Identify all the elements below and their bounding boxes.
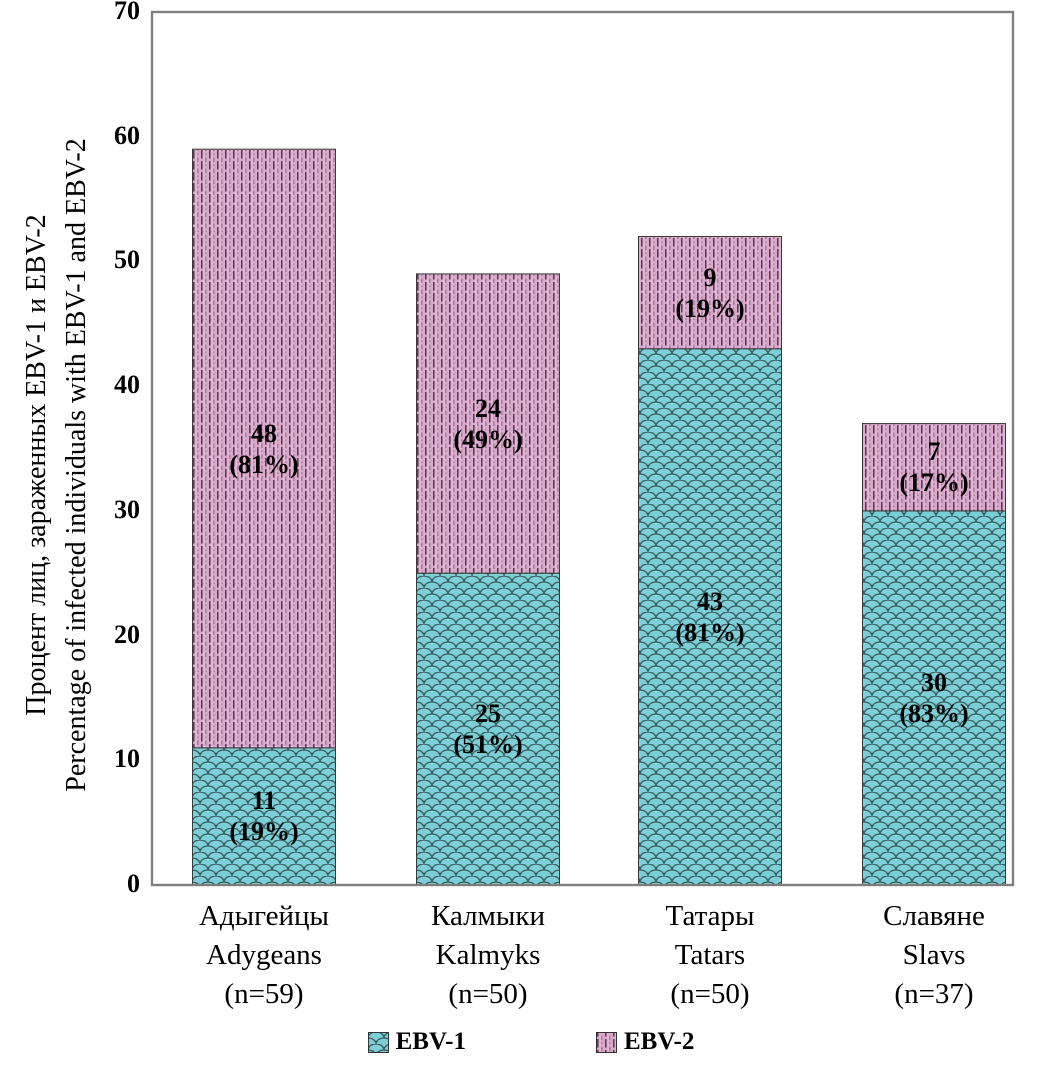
legend-item-ebv1: EBV-1 — [367, 1028, 466, 1056]
x-category-label: Адыгейцы Adygeans (n=59) — [198, 900, 330, 1010]
bar-segment-label: 24 (49%) — [453, 393, 523, 454]
y-tick-label: 40 — [114, 369, 140, 399]
x-category-label: Калмыки Kalmyks (n=50) — [430, 900, 545, 1010]
bars-layer — [192, 148, 1006, 886]
bar-segment-label: 25 (51%) — [453, 699, 523, 760]
y-tick-label: 60 — [114, 120, 140, 150]
x-category-label: Славяне Slavs (n=37) — [883, 900, 985, 1010]
y-axis-title-russian: Процент лиц, зараженных EBV-1 и EBV-2 — [21, 214, 52, 716]
legend-label-ebv2: EBV-2 — [624, 1028, 695, 1055]
y-tick-label: 50 — [114, 245, 140, 275]
bar-segment-label: 11 (19%) — [229, 786, 299, 847]
y-tick-label: 20 — [114, 619, 140, 649]
bar-segment-ebv-2-3 — [638, 235, 782, 350]
plot-area-border — [150, 10, 1015, 887]
legend-label-ebv1: EBV-1 — [395, 1028, 466, 1055]
y-tick-label: 70 — [114, 0, 140, 25]
y-tick-label: 10 — [114, 744, 140, 774]
y-tick-label: 30 — [114, 494, 140, 524]
bar-segment-ebv-1-1 — [192, 747, 336, 886]
bar-segment-ebv-2-4 — [862, 423, 1006, 512]
bar-segment-label: 30 (83%) — [899, 667, 969, 728]
bar-segment-ebv-1-4 — [862, 510, 1006, 886]
x-category-label: Татары Tatars (n=50) — [665, 900, 755, 1010]
bar-segment-ebv-1-3 — [638, 348, 782, 886]
bar-segment-label: 43 (81%) — [675, 586, 745, 647]
bar-segment-ebv-2-1 — [192, 148, 336, 749]
legend-swatch-ebv1-icon — [367, 1031, 389, 1053]
legend: EBV-1 EBV-2 — [0, 1028, 1062, 1056]
legend-item-ebv2: EBV-2 — [596, 1028, 694, 1056]
bar-segment-label: 48 (81%) — [229, 418, 299, 479]
legend-swatch-ebv2-icon — [596, 1031, 617, 1053]
bar-segment-label: 7 (17%) — [899, 437, 969, 498]
bar-segment-ebv-2-2 — [416, 273, 560, 574]
y-tick-label: 0 — [127, 868, 140, 898]
bar-segment-label: 9 (19%) — [675, 262, 745, 323]
